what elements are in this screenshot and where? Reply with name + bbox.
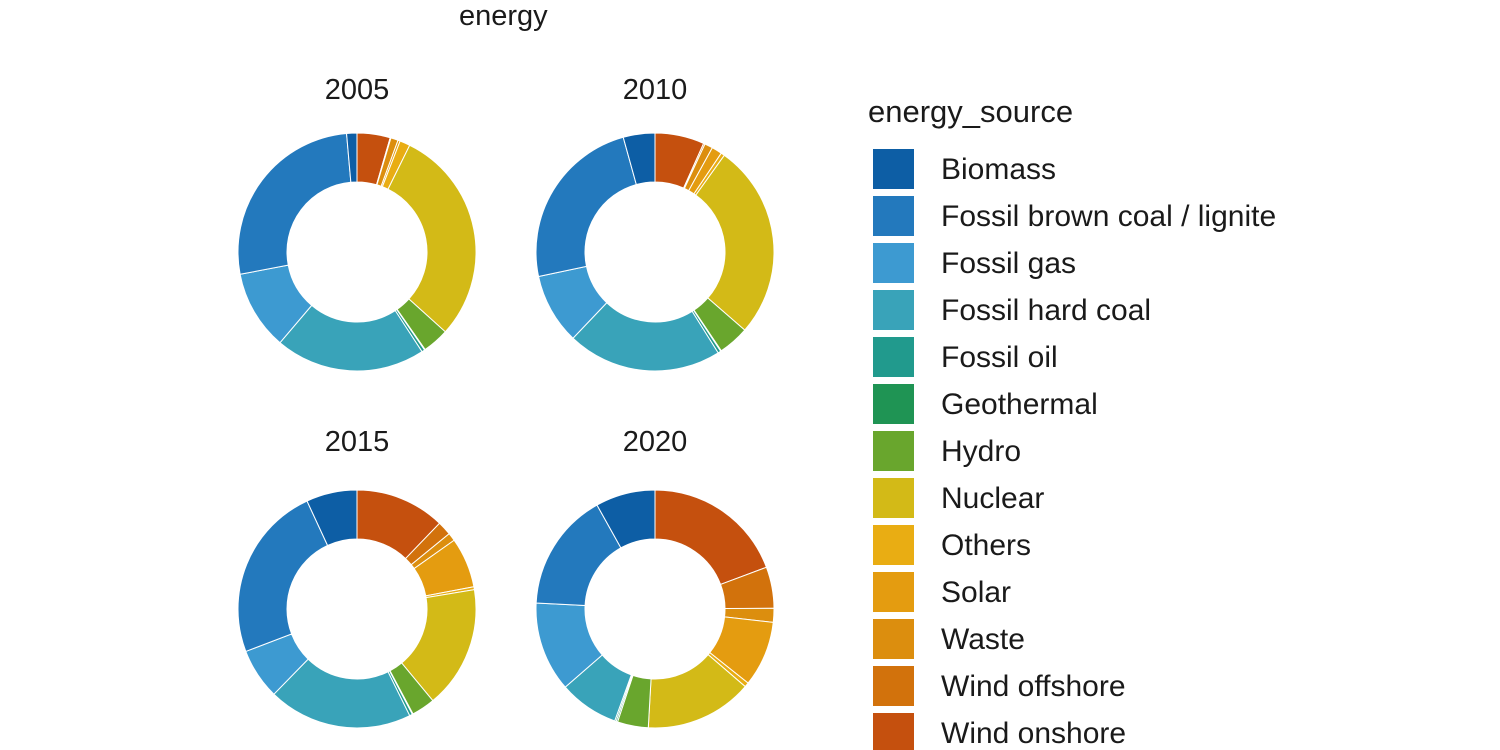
legend-item-hydro[interactable]: Hydro xyxy=(873,431,1293,471)
legend-item-nuclear[interactable]: Nuclear xyxy=(873,478,1293,518)
legend-item-wind-onshore[interactable]: Wind onshore xyxy=(873,713,1293,750)
legend-item-fossil-brown-coal-lignite[interactable]: Fossil brown coal / lignite xyxy=(873,196,1293,236)
legend-swatch-solar xyxy=(873,572,914,612)
legend-label-hydro: Hydro xyxy=(941,435,1022,468)
legend-item-others[interactable]: Others xyxy=(873,525,1293,565)
legend-label-waste: Waste xyxy=(941,623,1025,656)
slice-2015-fossil-brown-coal-lignite[interactable] xyxy=(237,500,329,653)
slice-2010-nuclear[interactable] xyxy=(695,154,775,331)
facet-label-2005: 2005 xyxy=(324,74,390,106)
legend-item-solar[interactable]: Solar xyxy=(873,572,1293,612)
legend-item-biomass[interactable]: Biomass xyxy=(873,149,1293,189)
legend-swatch-nuclear xyxy=(873,478,914,518)
donut-2010 xyxy=(535,132,775,372)
legend-swatch-fossil-hard-coal xyxy=(873,290,914,330)
donut-2015 xyxy=(237,489,477,729)
facet-label-2010: 2010 xyxy=(622,74,688,106)
legend-swatch-geothermal xyxy=(873,384,914,424)
slice-2005-fossil-brown-coal-lignite[interactable] xyxy=(237,132,352,275)
legend-label-solar: Solar xyxy=(941,576,1012,609)
legend-label-wind-onshore: Wind onshore xyxy=(941,717,1127,750)
slice-2020-wind-onshore[interactable] xyxy=(654,489,768,586)
slice-2010-fossil-brown-coal-lignite[interactable] xyxy=(535,136,637,278)
facet-label-2020: 2020 xyxy=(622,426,688,458)
legend-swatch-waste xyxy=(873,619,914,659)
slice-2005-nuclear[interactable] xyxy=(387,144,477,333)
legend-swatch-fossil-oil xyxy=(873,337,914,377)
legend-swatch-fossil-gas xyxy=(873,243,914,283)
legend-swatch-wind-onshore xyxy=(873,713,914,750)
legend-swatch-fossil-brown-coal-lignite xyxy=(873,196,914,236)
facet-label-2015: 2015 xyxy=(324,426,390,458)
legend-item-geothermal[interactable]: Geothermal xyxy=(873,384,1293,424)
legend-label-fossil-gas: Fossil gas xyxy=(941,247,1077,280)
legend-label-fossil-brown-coal-lignite: Fossil brown coal / lignite xyxy=(941,200,1277,233)
legend-swatch-wind-offshore xyxy=(873,666,914,706)
legend-swatch-hydro xyxy=(873,431,914,471)
slice-2015-biomass[interactable] xyxy=(306,489,358,547)
legend-label-fossil-hard-coal: Fossil hard coal xyxy=(941,294,1152,327)
legend-label-nuclear: Nuclear xyxy=(941,482,1045,515)
legend: energy_source Biomass Fossil brown coal /… xyxy=(868,0,1298,750)
legend-label-others: Others xyxy=(941,529,1032,562)
donut-2020 xyxy=(535,489,775,729)
legend-item-fossil-gas[interactable]: Fossil gas xyxy=(873,243,1293,283)
slice-2005-biomass[interactable] xyxy=(346,132,358,183)
legend-swatch-biomass xyxy=(873,149,914,189)
legend-item-fossil-oil[interactable]: Fossil oil xyxy=(873,337,1293,377)
donut-2005 xyxy=(237,132,477,372)
legend-label-biomass: Biomass xyxy=(941,153,1057,186)
legend-swatch-others xyxy=(873,525,914,565)
slice-2020-biomass[interactable] xyxy=(596,489,656,549)
legend-item-waste[interactable]: Waste xyxy=(873,619,1293,659)
legend-title: energy_source xyxy=(868,94,1074,129)
slice-2010-biomass[interactable] xyxy=(622,132,656,186)
chart-title: energy xyxy=(459,0,548,32)
legend-item-wind-offshore[interactable]: Wind offshore xyxy=(873,666,1293,706)
legend-label-fossil-oil: Fossil oil xyxy=(941,341,1058,374)
legend-item-fossil-hard-coal[interactable]: Fossil hard coal xyxy=(873,290,1293,330)
legend-label-wind-offshore: Wind offshore xyxy=(941,670,1126,703)
legend-label-geothermal: Geothermal xyxy=(941,388,1098,421)
